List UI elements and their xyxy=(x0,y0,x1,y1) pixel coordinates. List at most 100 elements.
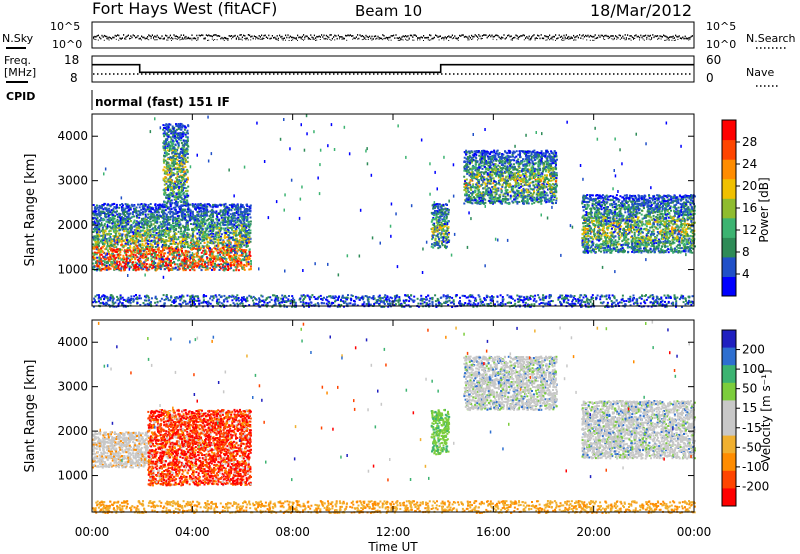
noise-search-point xyxy=(667,39,669,41)
echo-cell xyxy=(164,264,167,267)
echo-cell xyxy=(237,269,240,272)
noise-sky-point xyxy=(396,37,398,39)
noise-sky-point xyxy=(168,36,170,39)
echo-cell xyxy=(127,247,130,249)
echo-cell xyxy=(227,227,230,230)
noise-search-point xyxy=(657,38,658,40)
echo-cell xyxy=(93,265,96,268)
noise-sky-point xyxy=(180,34,182,36)
echo-cell xyxy=(114,225,117,228)
noise-sky-point xyxy=(275,37,277,40)
noise-sky-point xyxy=(487,35,489,38)
echo-cell xyxy=(141,240,144,243)
noise-sky-point xyxy=(178,37,180,39)
noise-sky-point xyxy=(628,38,630,40)
noise-sky-point xyxy=(383,35,385,37)
echo-cell xyxy=(169,264,172,267)
echo-cell xyxy=(122,221,125,224)
echo-cell xyxy=(128,230,131,233)
noise-sky-point xyxy=(214,34,216,36)
echo-cell xyxy=(131,205,134,208)
echo-cell xyxy=(224,202,227,205)
noise-search-point xyxy=(564,38,566,40)
noise-sky-point xyxy=(631,36,633,39)
echo-cell xyxy=(219,210,222,213)
echo-cell xyxy=(241,268,244,270)
echo-cell xyxy=(169,242,172,245)
echo-cell xyxy=(135,268,138,271)
noise-sky-point xyxy=(619,34,621,37)
noise-sky-point xyxy=(424,37,426,39)
echo-cell xyxy=(220,227,223,230)
echo-cell xyxy=(181,212,184,215)
echo-cell xyxy=(228,227,231,229)
echo-cell xyxy=(235,254,238,257)
noise-sky-point xyxy=(123,34,125,36)
echo-cell xyxy=(152,256,155,258)
echo-cell xyxy=(219,221,222,224)
noise-panel-frame xyxy=(91,21,695,49)
echo-cell xyxy=(172,132,175,134)
noise-sky-point xyxy=(604,34,606,37)
noise-sky-point xyxy=(520,35,522,37)
echo-cell xyxy=(98,266,101,269)
echo-cell xyxy=(142,253,145,256)
noise-search-point xyxy=(208,39,210,41)
echo-cell xyxy=(200,269,203,272)
echo-cell xyxy=(133,219,136,222)
noise-search-point xyxy=(191,39,193,41)
echo-cell xyxy=(166,229,169,232)
noise-sky-point xyxy=(649,34,651,37)
echo-cell xyxy=(149,217,152,220)
echo-cell xyxy=(179,218,182,221)
echo-cell xyxy=(142,232,145,235)
noise-search-point xyxy=(97,39,99,41)
echo-cell xyxy=(117,265,120,268)
noise-sky-point xyxy=(558,34,560,36)
noise-search-point xyxy=(281,38,283,40)
noise-sky-point xyxy=(455,37,457,39)
noise-sky-point xyxy=(271,35,273,37)
echo-cell xyxy=(233,264,236,267)
echo-cell xyxy=(245,254,247,257)
echo-cell xyxy=(93,253,96,256)
echo-cell xyxy=(227,267,230,270)
noise-sky-point xyxy=(258,35,260,37)
echo-cell xyxy=(107,214,110,217)
echo-cell xyxy=(138,216,141,219)
noise-sky-point xyxy=(237,35,239,38)
echo-cell xyxy=(104,230,107,233)
echo-cell xyxy=(220,256,223,258)
echo-cell xyxy=(114,207,117,210)
noise-sky-point xyxy=(593,35,595,38)
echo-cell xyxy=(178,253,181,256)
echo-cell xyxy=(212,210,215,213)
echo-cell xyxy=(143,261,146,264)
echo-cell xyxy=(177,226,180,229)
noise-sky-point xyxy=(609,36,611,39)
echo-cell xyxy=(138,248,141,251)
echo-cell xyxy=(216,216,219,219)
date-title: 18/Mar/2012 xyxy=(590,1,692,20)
noise-sky-point xyxy=(450,36,452,38)
echo-cell xyxy=(219,209,222,212)
echo-cell xyxy=(229,213,232,216)
echo-cell xyxy=(213,268,216,271)
echo-cell xyxy=(226,213,229,216)
noise-search-point xyxy=(183,38,184,40)
echo-cell xyxy=(175,210,178,213)
echo-cell xyxy=(168,269,170,272)
noise-sky-point xyxy=(216,35,218,37)
echo-cell xyxy=(218,234,221,237)
nave-label: Nave xyxy=(746,66,774,79)
echo-cell xyxy=(149,252,152,255)
noise-search-point xyxy=(185,38,187,40)
echo-cell xyxy=(234,261,237,264)
noise-sky-point xyxy=(678,35,680,37)
echo-cell xyxy=(116,230,119,233)
echo-cell xyxy=(148,246,151,249)
echo-cell xyxy=(126,239,128,242)
noise-sky-point xyxy=(149,35,151,37)
echo-cell xyxy=(154,209,157,212)
